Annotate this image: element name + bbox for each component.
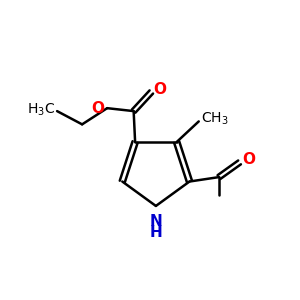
Text: O: O [91,101,104,116]
Text: H$_3$C: H$_3$C [27,101,55,118]
Text: O: O [242,152,255,167]
Text: CH$_3$: CH$_3$ [201,111,229,127]
Text: H: H [149,225,162,240]
Text: O: O [153,82,166,97]
Text: N: N [149,214,162,229]
